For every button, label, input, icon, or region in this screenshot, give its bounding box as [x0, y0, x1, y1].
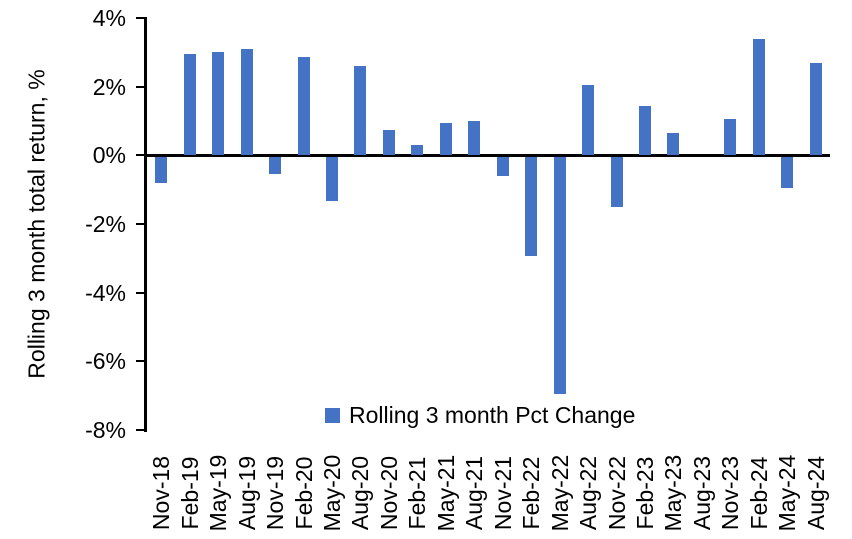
x-tick-label-Nov-18: Nov-18	[148, 455, 175, 531]
x-tick-label-Nov-19: Nov-19	[262, 455, 289, 531]
bar-Feb-20	[297, 57, 310, 156]
x-tick-label-May-21: May-21	[432, 454, 459, 532]
y-tick-label: 0%	[92, 142, 126, 169]
bar-Aug-19	[240, 48, 253, 156]
y-tick-mark	[136, 85, 145, 88]
x-tick-label-Nov-23: Nov-23	[717, 455, 744, 531]
x-tick-label-Aug-21: Aug-21	[461, 455, 488, 531]
y-tick-label: 4%	[92, 5, 126, 31]
bar-Aug-21	[468, 121, 481, 156]
x-tick-label-May-23: May-23	[660, 454, 687, 532]
x-tick-label-Aug-22: Aug-22	[575, 455, 602, 531]
bar-Nov-22	[610, 156, 623, 207]
x-tick-label-May-22: May-22	[546, 454, 573, 532]
x-tick-label-Feb-20: Feb-20	[290, 456, 317, 530]
bar-May-23	[667, 133, 680, 156]
bar-Nov-23	[724, 119, 737, 156]
x-tick-label-Aug-23: Aug-23	[688, 455, 715, 531]
bar-May-19	[212, 52, 225, 156]
bar-Feb-21	[411, 145, 424, 156]
x-tick-label-May-19: May-19	[205, 454, 232, 532]
y-tick-mark	[136, 223, 145, 225]
bar-May-24	[781, 156, 794, 188]
y-axis-line	[144, 17, 147, 432]
bar-Aug-22	[582, 84, 595, 156]
x-tick-label-May-20: May-20	[318, 454, 345, 532]
y-tick-label: -6%	[85, 348, 126, 375]
y-tick-mark	[136, 154, 145, 157]
y-tick-mark	[136, 17, 145, 19]
bar-Nov-20	[382, 129, 395, 156]
x-axis-zero-line	[144, 153, 830, 157]
bar-May-20	[325, 156, 338, 202]
bar-Aug-20	[354, 66, 367, 156]
y-tick-label: -4%	[85, 279, 126, 306]
y-tick-label: 2%	[92, 73, 126, 100]
x-tick-label-Feb-21: Feb-21	[404, 456, 431, 530]
y-tick-mark	[136, 291, 145, 294]
x-tick-label-Nov-22: Nov-22	[603, 455, 630, 531]
bar-Nov-21	[496, 156, 509, 176]
bar-Aug-24	[809, 62, 822, 156]
x-tick-label-Feb-23: Feb-23	[632, 456, 659, 530]
x-tick-label-Feb-22: Feb-22	[518, 456, 545, 530]
x-tick-label-Nov-20: Nov-20	[375, 455, 402, 531]
bar-Feb-19	[183, 54, 196, 156]
bar-Nov-18	[155, 156, 168, 183]
legend-square-icon	[325, 408, 340, 423]
legend: Rolling 3 month Pct Change	[325, 402, 635, 429]
bar-May-22	[553, 156, 566, 394]
x-tick-label-Nov-21: Nov-21	[489, 455, 516, 531]
x-tick-label-Aug-19: Aug-19	[233, 455, 260, 531]
bar-Feb-24	[752, 38, 765, 156]
bar-Feb-23	[639, 105, 652, 156]
x-tick-label-Aug-20: Aug-20	[347, 455, 374, 531]
x-tick-label-Feb-19: Feb-19	[176, 456, 203, 530]
legend-label: Rolling 3 month Pct Change	[349, 402, 636, 428]
y-tick-label: -8%	[85, 417, 126, 443]
bar-May-21	[439, 122, 452, 156]
y-tick-label: -2%	[85, 211, 126, 237]
x-tick-label-Feb-24: Feb-24	[745, 456, 772, 530]
x-tick-label-May-24: May-24	[774, 454, 801, 532]
bar-Feb-22	[525, 156, 538, 257]
x-tick-label-Aug-24: Aug-24	[802, 455, 829, 531]
bar-Nov-19	[269, 156, 282, 174]
y-tick-mark	[136, 429, 145, 431]
y-tick-mark	[136, 360, 145, 363]
